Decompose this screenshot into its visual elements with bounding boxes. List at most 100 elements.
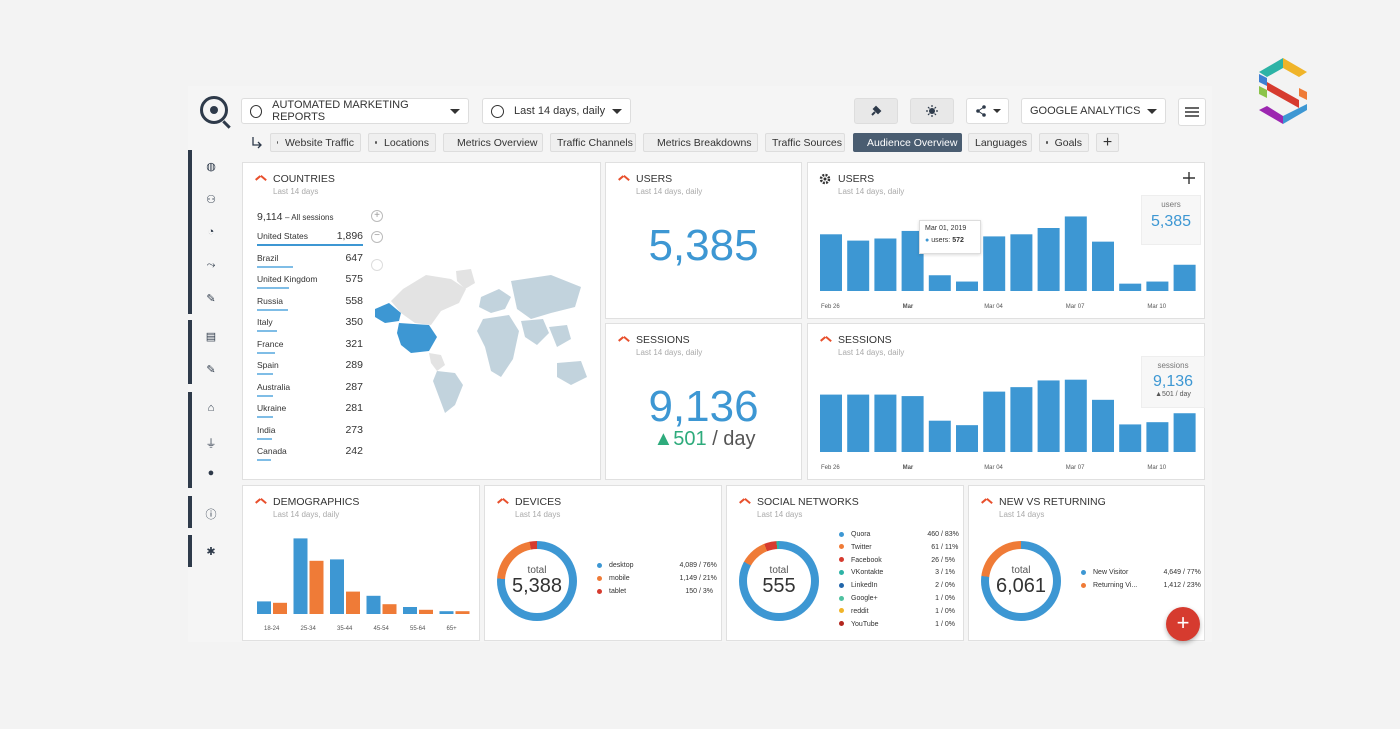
legend-item[interactable]: Twitter 61 / 11% bbox=[839, 544, 958, 551]
country-row[interactable]: Spain 289 bbox=[257, 359, 363, 375]
legend-item[interactable]: desktop 4,089 / 76% bbox=[597, 562, 717, 569]
bar[interactable] bbox=[874, 394, 897, 452]
country-row[interactable]: Italy 350 bbox=[257, 316, 363, 332]
bank-icon[interactable]: ⌂ bbox=[207, 402, 215, 414]
add-widget-button[interactable]: + bbox=[1166, 607, 1200, 641]
users-icon[interactable]: ⚇ bbox=[206, 194, 216, 206]
bar[interactable] bbox=[439, 611, 454, 614]
account-icon[interactable]: ● bbox=[207, 467, 215, 479]
plug-button[interactable] bbox=[854, 98, 898, 124]
legend-item[interactable]: tablet 150 / 3% bbox=[597, 588, 713, 595]
plug-icon[interactable]: ⏚ bbox=[205, 438, 217, 450]
bar[interactable] bbox=[293, 538, 308, 614]
tab-traffic-sources[interactable]: Traffic Sources bbox=[765, 133, 845, 152]
trend-icon[interactable]: ⤳ bbox=[206, 259, 216, 271]
zoom-out-button[interactable]: − bbox=[371, 231, 383, 243]
legend-item[interactable]: New Visitor 4,649 / 77% bbox=[1081, 569, 1201, 576]
globe-icon[interactable]: ◍ bbox=[206, 161, 216, 173]
bar[interactable] bbox=[874, 238, 897, 292]
bar[interactable] bbox=[901, 396, 924, 452]
bar[interactable] bbox=[366, 595, 381, 614]
tab-audience-overview[interactable]: Audience Overview bbox=[853, 133, 962, 152]
legend-item[interactable]: Returning Vi... 1,412 / 23% bbox=[1081, 582, 1201, 589]
reset-zoom-button[interactable] bbox=[371, 259, 383, 271]
bar[interactable] bbox=[1064, 379, 1087, 452]
date-range-select[interactable]: Last 14 days, daily bbox=[482, 98, 631, 124]
bar[interactable] bbox=[983, 391, 1006, 452]
bug-icon[interactable]: ✱ bbox=[206, 546, 216, 558]
tab-locations[interactable]: Locations bbox=[368, 133, 436, 152]
share-button[interactable] bbox=[966, 98, 1009, 124]
country-row[interactable]: Australia 287 bbox=[257, 381, 363, 397]
bar[interactable] bbox=[1173, 264, 1196, 291]
theme-button[interactable] bbox=[910, 98, 954, 124]
bar[interactable] bbox=[1037, 380, 1060, 452]
bar[interactable] bbox=[309, 560, 324, 614]
bar[interactable] bbox=[928, 420, 951, 452]
bar[interactable] bbox=[847, 394, 870, 452]
tab-metrics-overview[interactable]: Metrics Overview bbox=[443, 133, 543, 152]
bar[interactable] bbox=[956, 425, 978, 452]
bar[interactable] bbox=[820, 234, 842, 291]
country-row[interactable]: India 273 bbox=[257, 424, 363, 440]
add-tab-button[interactable]: + bbox=[1096, 133, 1119, 152]
bar[interactable] bbox=[956, 281, 978, 291]
legend-item[interactable]: Google+ 1 / 0% bbox=[839, 595, 955, 602]
bar[interactable] bbox=[330, 559, 344, 614]
country-row[interactable]: Canada 242 bbox=[257, 445, 363, 461]
bar[interactable] bbox=[273, 602, 287, 614]
bar[interactable] bbox=[1037, 228, 1060, 291]
bar[interactable] bbox=[1010, 387, 1033, 452]
tab-traffic-channels[interactable]: Traffic Channels bbox=[550, 133, 636, 152]
bar[interactable] bbox=[1119, 283, 1142, 291]
move-icon[interactable] bbox=[1183, 172, 1195, 184]
clipboard-icon[interactable]: ▤ bbox=[205, 331, 217, 343]
bar[interactable] bbox=[1146, 422, 1169, 452]
bar[interactable] bbox=[847, 240, 870, 291]
pie-chart-icon[interactable]: ◔ bbox=[207, 226, 215, 238]
bar[interactable] bbox=[1092, 241, 1114, 291]
bar[interactable] bbox=[455, 611, 470, 614]
bar[interactable] bbox=[1092, 399, 1114, 452]
legend-item[interactable]: VKontakte 3 / 1% bbox=[839, 569, 955, 576]
country-row[interactable]: Russia 558 bbox=[257, 295, 363, 311]
bar[interactable] bbox=[346, 591, 360, 614]
country-row[interactable]: Ukraine 281 bbox=[257, 402, 363, 418]
zoom-in-button[interactable]: + bbox=[371, 210, 383, 222]
edit-icon[interactable]: ✎ bbox=[206, 293, 216, 305]
country-row[interactable]: Brazil 647 bbox=[257, 252, 363, 268]
tab-languages[interactable]: Languages bbox=[968, 133, 1032, 152]
bar[interactable] bbox=[820, 394, 842, 452]
bar[interactable] bbox=[901, 230, 924, 291]
tab-goals[interactable]: Goals bbox=[1039, 133, 1089, 152]
info-icon[interactable]: ⓘ bbox=[205, 509, 217, 521]
report-select[interactable]: AUTOMATED MARKETING REPORTS bbox=[241, 98, 469, 124]
app-logo-icon[interactable] bbox=[200, 96, 228, 124]
gear-icon[interactable] bbox=[819, 173, 831, 185]
pen-icon[interactable]: ✎ bbox=[206, 364, 216, 376]
bar[interactable] bbox=[928, 275, 951, 291]
tab-metrics-breakdowns[interactable]: Metrics Breakdowns bbox=[643, 133, 758, 152]
bar[interactable] bbox=[1064, 216, 1087, 291]
country-row[interactable]: France 321 bbox=[257, 338, 363, 354]
country-row[interactable]: United States 1,896 bbox=[257, 230, 363, 246]
bar[interactable] bbox=[382, 604, 397, 614]
legend-item[interactable]: mobile 1,149 / 21% bbox=[597, 575, 717, 582]
legend-item[interactable]: YouTube 1 / 0% bbox=[839, 621, 955, 628]
legend-item[interactable]: LinkedIn 2 / 0% bbox=[839, 582, 955, 589]
bar[interactable] bbox=[1146, 281, 1169, 291]
legend-item[interactable]: reddit 1 / 0% bbox=[839, 608, 955, 615]
source-select[interactable]: GOOGLE ANALYTICS bbox=[1021, 98, 1166, 124]
bar[interactable] bbox=[1010, 234, 1033, 291]
bar[interactable] bbox=[257, 601, 271, 614]
menu-button[interactable] bbox=[1178, 98, 1206, 126]
tab-website-traffic[interactable]: Website Traffic bbox=[270, 133, 361, 152]
bar[interactable] bbox=[403, 607, 417, 614]
bar[interactable] bbox=[1173, 413, 1196, 452]
legend-item[interactable]: Quora 460 / 83% bbox=[839, 531, 959, 538]
legend-item[interactable]: Facebook 26 / 5% bbox=[839, 557, 955, 564]
country-row[interactable]: United Kingdom 575 bbox=[257, 273, 363, 289]
bar[interactable] bbox=[1119, 424, 1142, 452]
bar[interactable] bbox=[983, 236, 1006, 291]
bar[interactable] bbox=[419, 609, 433, 614]
